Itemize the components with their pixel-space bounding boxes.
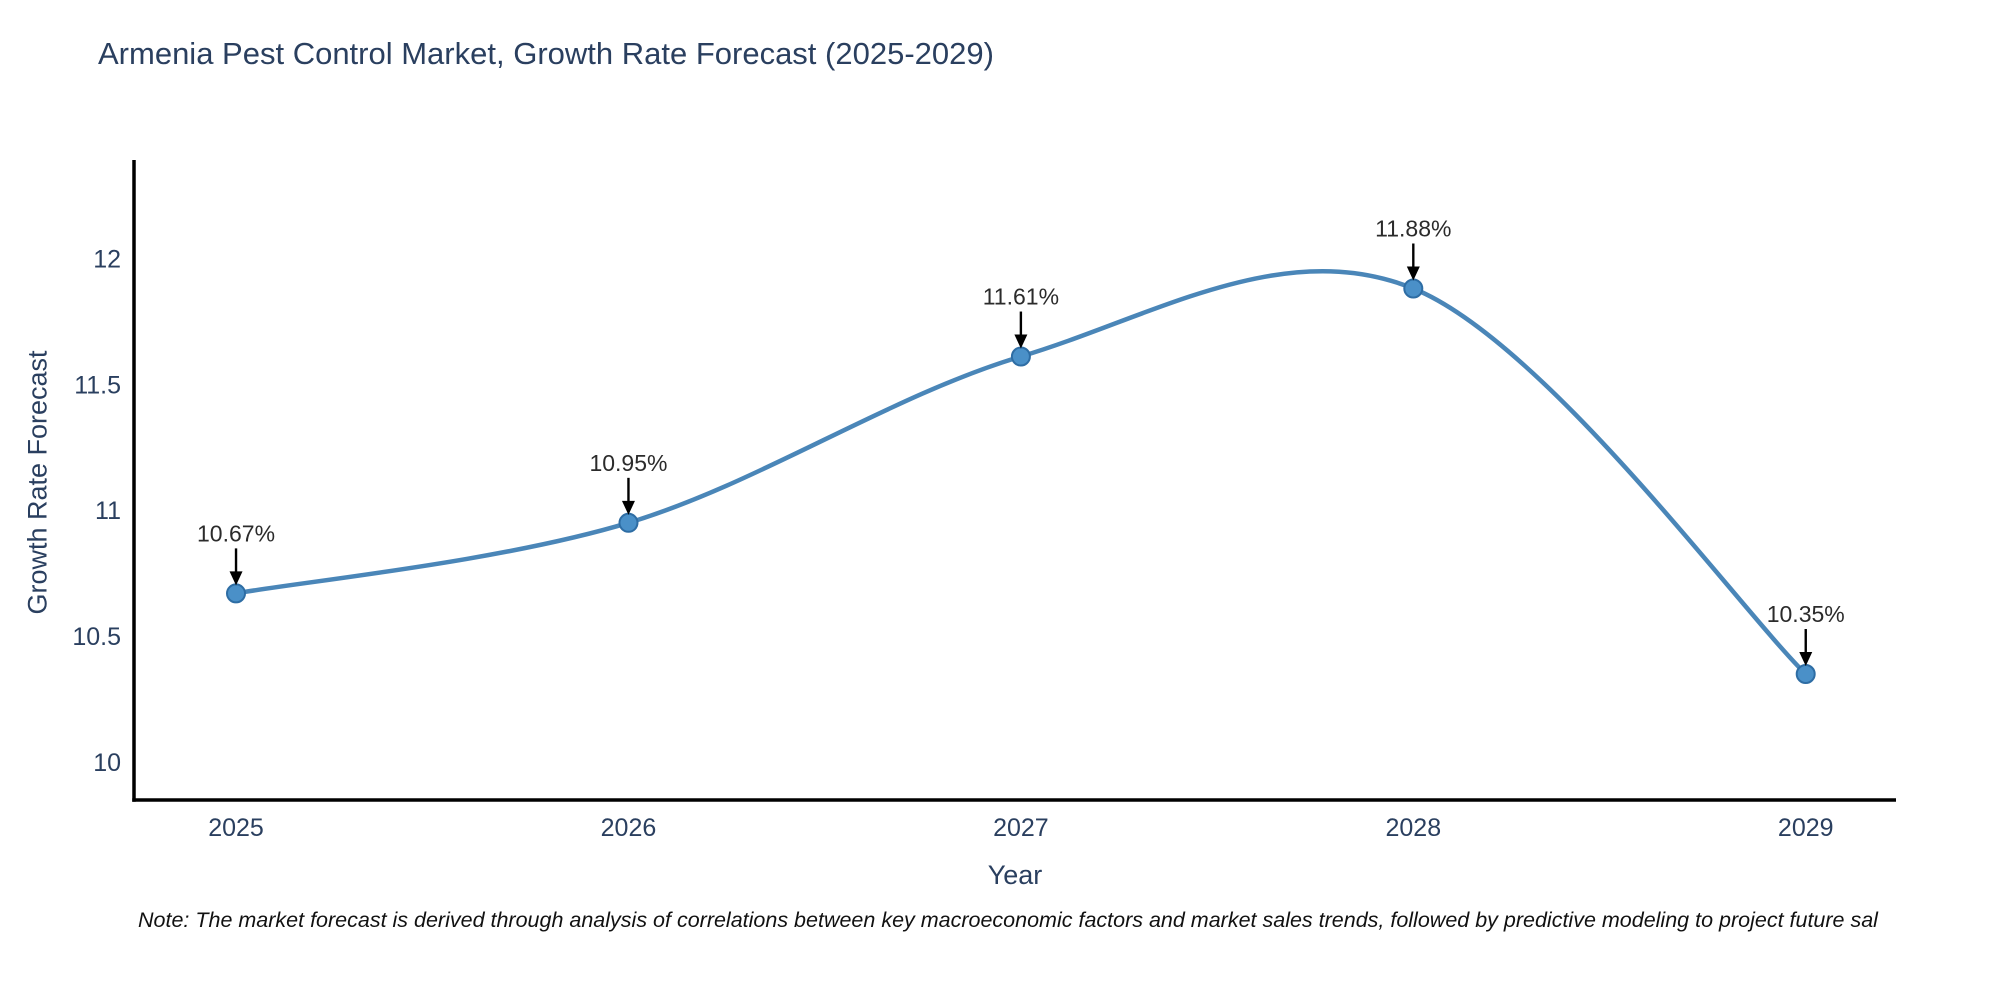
footnote: Note: The market forecast is derived thr… xyxy=(138,908,1878,932)
x-tick-label: 2029 xyxy=(1778,814,1834,842)
x-tick-label: 2025 xyxy=(208,814,264,842)
annotation-arrowhead-icon xyxy=(621,500,635,515)
data-point-label: 11.88% xyxy=(1375,216,1451,242)
chart-title: Armenia Pest Control Market, Growth Rate… xyxy=(98,36,994,71)
data-point-marker[interactable] xyxy=(1010,346,1031,367)
y-axis-title: Growth Rate Forecast xyxy=(22,350,53,615)
x-tick-label: 2027 xyxy=(993,814,1049,842)
y-tick-label: 12 xyxy=(93,245,121,273)
y-tick-label: 10.5 xyxy=(72,623,121,651)
y-tick-label: 10 xyxy=(93,749,121,777)
data-point-label: 10.67% xyxy=(197,520,275,546)
data-point-label: 10.35% xyxy=(1767,601,1845,627)
data-point-label: 11.61% xyxy=(983,284,1059,310)
x-tick-label: 2028 xyxy=(1386,814,1442,842)
y-tick-label: 11 xyxy=(95,497,121,525)
x-axis-title: Year xyxy=(987,860,1043,890)
annotation-arrowhead-icon xyxy=(1014,334,1028,349)
data-point-marker[interactable] xyxy=(1795,664,1816,684)
x-tick-label: 2026 xyxy=(601,814,657,842)
annotation-arrowhead-icon xyxy=(1406,266,1420,281)
annotation-arrowhead-icon xyxy=(1799,652,1813,667)
data-point-label: 10.95% xyxy=(589,450,667,476)
data-point-marker[interactable] xyxy=(618,512,639,533)
annotation-arrowhead-icon xyxy=(229,571,243,586)
data-point-marker[interactable] xyxy=(1403,278,1424,299)
data-point-marker[interactable] xyxy=(226,583,246,604)
y-tick-label: 11.5 xyxy=(74,371,121,399)
